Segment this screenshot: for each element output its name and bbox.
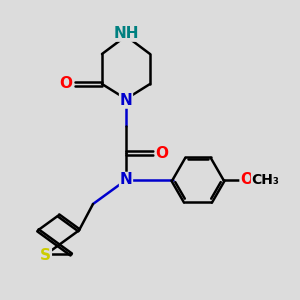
- Text: O: O: [240, 172, 253, 188]
- Text: N: N: [120, 172, 132, 188]
- Text: S: S: [40, 248, 51, 263]
- Text: N: N: [120, 93, 132, 108]
- Text: O: O: [155, 146, 169, 160]
- Text: O: O: [59, 76, 73, 92]
- Text: CH₃: CH₃: [252, 173, 279, 187]
- Text: NH: NH: [113, 26, 139, 41]
